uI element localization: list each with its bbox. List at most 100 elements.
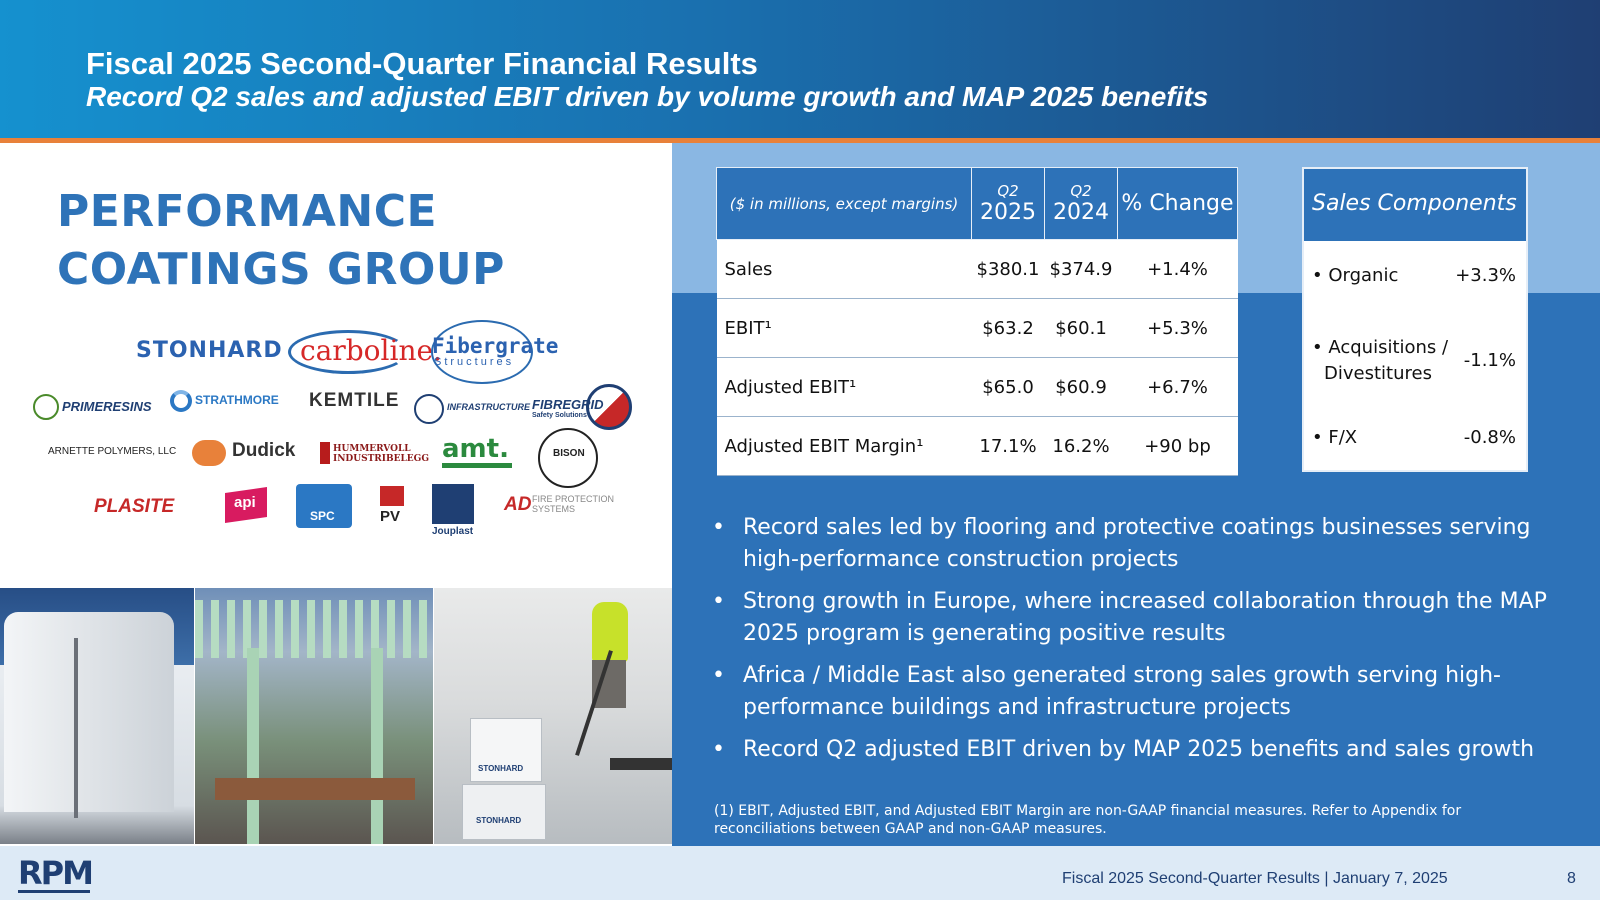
jouplast-logo-mark [432,484,474,524]
list-item: Record Q2 adjusted EBIT driven by MAP 20… [712,734,1572,766]
storage-tank-photo [0,588,194,844]
row-q2-2025: $63.2 [971,298,1045,358]
fibregrid-logo-shield [586,384,632,430]
page-number: 8 [1567,870,1576,887]
table-row: Adjusted EBIT¹ $65.0 $60.9 +6.7% [716,357,1238,417]
jouplast-logo: Jouplast [432,526,474,537]
table-header-q2-2024: Q2 2024 [1044,167,1118,240]
slide-footer: RPM Fiscal 2025 Second-Quarter Results |… [0,846,1600,900]
table-row: Adjusted EBIT Margin¹ 17.1% 16.2% +90 bp [716,416,1238,476]
row-label: EBIT¹ [716,298,972,358]
row-q2-2024: $60.1 [1044,298,1118,358]
sales-component-organic: • Organic +3.3% [1312,265,1516,286]
fibregrid-logo-sub: Safety Solutions [532,412,587,419]
grupopv-logo: PV [380,508,401,525]
sales-components-title: Sales Components [1304,169,1526,241]
strathmore-logo-swirl [170,390,192,412]
row-q2-2025: $65.0 [971,357,1045,417]
sales-component-label: F/X [1328,427,1358,448]
product-box-top [470,718,542,782]
row-q2-2025: $380.1 [971,239,1045,299]
sales-component-value: -1.1% [1463,350,1516,371]
kemtile-logo: KEMTILE [309,390,400,411]
arnette-polymers-logo: ARNETTE POLYMERS, LLC [48,446,177,457]
slide-subtitle: Record Q2 sales and adjusted EBIT driven… [86,81,1209,112]
table-header-q2-2025: Q2 2025 [971,167,1045,240]
footer-text: Fiscal 2025 Second-Quarter Results | Jan… [1062,870,1448,887]
fibregrid-logo: FIBREGRID [532,397,604,412]
fibergrate-logo-circle [431,320,533,384]
amt-logo: amt. [442,434,509,464]
sales-component-label-line2: Divestitures [1324,363,1432,384]
table-header-label: ($ in millions, except margins) [716,167,972,240]
table-header-row: ($ in millions, except margins) Q2 2025 … [716,167,1238,240]
row-q2-2024: $374.9 [1044,239,1118,299]
primeresins-logo-badge [33,394,59,420]
table-row: Sales $380.1 $374.9 +1.4% [716,239,1238,299]
row-label: Adjusted EBIT Margin¹ [716,416,972,476]
ad-fire-protection-logo: AD [504,494,532,515]
pergola-photo [195,588,433,844]
row-q2-2024: $60.9 [1044,357,1118,417]
q2-2024-year: 2024 [1053,200,1109,225]
row-change: +5.3% [1117,298,1238,358]
bison-logo: BISON [553,448,585,459]
hummervoll-logo: HUMMERVOLL INDUSTRIBELEGG [333,444,430,464]
api-logo: api [234,494,256,511]
dudick-logo: Dudick [232,440,296,461]
grupopv-logo-mark [380,486,404,506]
primeresins-logo: PRIMERESINS [62,399,152,414]
financial-results-table: ($ in millions, except margins) Q2 2025 … [716,167,1238,476]
pergola-post-left [247,648,259,844]
row-label: Sales [716,239,972,299]
table-row: EBIT¹ $63.2 $60.1 +5.3% [716,298,1238,358]
bullet-glyph: • [1312,427,1329,448]
sales-component-acquisitions: • Acquisitions / Divestitures -1.1% [1312,335,1516,387]
product-box-label-top: STONHARD [478,764,524,773]
sales-components-panel: Sales Components • Organic +3.3% • Acqui… [1302,167,1528,472]
carboline-logo: carboline. [300,334,442,367]
header-divider [0,138,1600,143]
tank-body [4,612,174,812]
spc-logo: SPC [310,509,335,523]
highlights-list: Record sales led by flooring and protect… [712,512,1572,776]
footnote: (1) EBIT, Adjusted EBIT, and Adjusted EB… [714,803,1462,837]
slide-header: Fiscal 2025 Second-Quarter Financial Res… [0,0,1600,140]
fibergrate-logo-sub: Structures [434,356,515,368]
slide-title: Fiscal 2025 Second-Quarter Financial Res… [86,46,758,81]
infrastructure-logo-circle [414,394,444,424]
bullet-glyph: • [1312,337,1329,358]
stonhard-logo: STONHARD [136,338,283,363]
group-title-line1: PERFORMANCE [57,186,438,237]
infrastructure-logo: INFRASTRUCTURE [447,402,530,412]
q2-2024-quarter: Q2 [1070,182,1092,200]
rpm-logo-underline [18,890,90,893]
hummervoll-logo-mark [320,442,330,464]
spc-logo-badge [296,484,352,528]
q2-2025-quarter: Q2 [997,182,1019,200]
plasite-logo: PLASITE [94,496,175,517]
sales-component-fx: • F/X -0.8% [1312,427,1516,448]
list-item: Africa / Middle East also generated stro… [712,660,1572,724]
pergola-post-right [371,648,383,844]
photo-strip: STONHARD STONHARD [0,588,672,844]
sales-component-value: +3.3% [1455,265,1516,286]
group-title: PERFORMANCE COATINGS GROUP [57,183,505,299]
row-q2-2024: 16.2% [1044,416,1118,476]
sales-component-label: Organic [1328,265,1399,286]
strathmore-logo: STRATHMORE [195,393,279,407]
row-label: Adjusted EBIT¹ [716,357,972,417]
product-box-bottom [462,784,546,840]
bison-logo-circle [538,428,598,488]
table-header-change: % Change [1117,167,1238,240]
sales-component-value: -0.8% [1463,427,1516,448]
sales-component-label: Acquisitions / [1328,337,1449,358]
fibergrate-logo: Fibergrate [432,334,559,358]
dudick-logo-mark [192,440,226,466]
group-title-line2: COATINGS GROUP [57,244,505,295]
rpm-logo: RPM [18,854,94,892]
tank-ladder [74,638,78,818]
ad-fire-protection-logo-sub: FIRE PROTECTION SYSTEMS [532,494,615,514]
product-box-label-bottom: STONHARD [476,816,522,825]
row-change: +1.4% [1117,239,1238,299]
